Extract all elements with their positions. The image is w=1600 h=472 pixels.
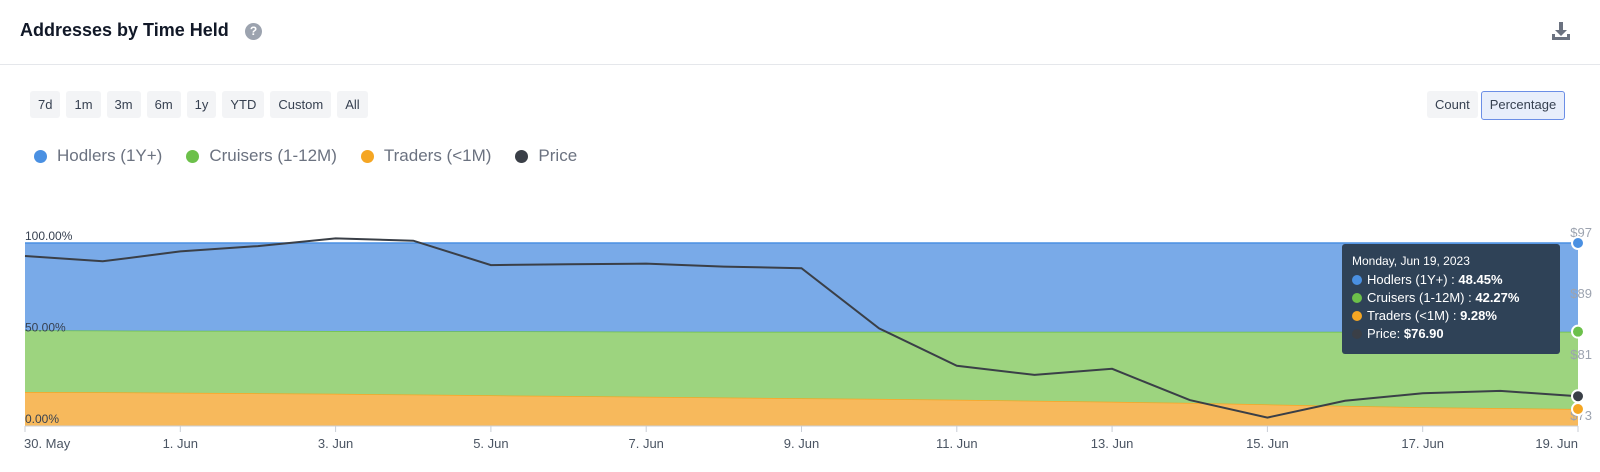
legend-label: Price xyxy=(538,146,578,165)
time-range-selector: 7d 1m 3m 6m 1y YTD Custom All xyxy=(30,91,368,118)
x-tick-label: 30. May xyxy=(24,436,71,451)
mode-selector: Count Percentage xyxy=(1427,91,1566,120)
y-tick-label: 100.00% xyxy=(25,229,73,243)
x-tick-label: 1. Jun xyxy=(163,436,198,451)
range-button-3m[interactable]: 3m xyxy=(106,91,141,118)
range-button-1y[interactable]: 1y xyxy=(186,91,217,118)
tooltip-value: 9.28% xyxy=(1460,308,1497,323)
x-tick-label: 5. Jun xyxy=(473,436,508,451)
legend-label: Cruisers (1-12M) xyxy=(209,146,337,165)
tooltip-dot xyxy=(1352,292,1362,303)
tooltip-row-cruisers: Cruisers (1-12M) : 42.27% xyxy=(1352,290,1550,305)
tooltip-value: $76.90 xyxy=(1403,326,1444,341)
legend-item-cruisers[interactable]: Cruisers (1-12M) xyxy=(186,146,337,166)
tooltip-value: 48.45% xyxy=(1458,272,1503,287)
download-icon[interactable] xyxy=(1550,20,1572,42)
tooltip-row-hodlers: Hodlers (1Y+) : 48.45% xyxy=(1352,272,1550,287)
hover-marker xyxy=(1571,236,1585,250)
tooltip-dot xyxy=(1352,328,1362,339)
legend-label: Hodlers (1Y+) xyxy=(57,146,163,165)
area-hodlers-1y xyxy=(25,243,1578,332)
tooltip-label: Hodlers (1Y+) xyxy=(1367,272,1448,287)
range-button-ytd[interactable]: YTD xyxy=(222,91,265,118)
legend-dot xyxy=(34,149,47,163)
legend-item-price[interactable]: Price xyxy=(515,146,577,166)
x-tick-label: 19. Jun xyxy=(1535,436,1578,451)
x-tick-label: 7. Jun xyxy=(628,436,663,451)
tooltip-date: Monday, Jun 19, 2023 xyxy=(1352,254,1470,268)
x-tick-label: 11. Jun xyxy=(936,436,978,451)
tooltip-value: 42.27% xyxy=(1475,290,1520,305)
question-circle-icon[interactable]: ? xyxy=(245,23,262,40)
hover-marker xyxy=(1571,402,1585,417)
legend-item-hodlers[interactable]: Hodlers (1Y+) xyxy=(34,146,162,166)
tooltip-row-traders: Traders (<1M) : 9.28% xyxy=(1352,308,1550,323)
legend-dot xyxy=(515,149,529,163)
x-tick-label: 15. Jun xyxy=(1246,436,1289,451)
range-button-1m[interactable]: 1m xyxy=(66,91,101,118)
hover-marker-price xyxy=(1571,389,1585,404)
tooltip-label: Traders (<1M) xyxy=(1367,308,1450,323)
area-cruisers-1-12m xyxy=(25,330,1578,409)
range-button-custom[interactable]: Custom xyxy=(270,91,332,118)
legend-label: Traders (<1M) xyxy=(383,146,492,165)
right-axis-label: $81 xyxy=(1570,347,1592,362)
x-tick-label: 3. Jun xyxy=(318,436,353,451)
percentage-button[interactable]: Percentage xyxy=(1480,91,1566,120)
tooltip-row-price: Price: $76.90 xyxy=(1352,326,1550,341)
right-axis-label: $89 xyxy=(1570,286,1592,301)
hover-marker xyxy=(1571,324,1585,339)
chart-tooltip: Monday, Jun 19, 2023 Hodlers (1Y+) : 48.… xyxy=(1342,244,1560,354)
tooltip-dot xyxy=(1352,274,1362,285)
x-tick-label: 9. Jun xyxy=(784,436,819,451)
y-tick-label: 50.00% xyxy=(25,321,66,335)
range-button-7d[interactable]: 7d xyxy=(30,91,61,118)
tooltip-label: Price: xyxy=(1367,326,1401,341)
legend-dot xyxy=(360,149,374,163)
chart-legend: Hodlers (1Y+) Cruisers (1-12M) Traders (… xyxy=(34,146,601,166)
count-button[interactable]: Count xyxy=(1427,91,1478,118)
x-tick-label: 17. Jun xyxy=(1401,436,1444,451)
page-title: Addresses by Time Held xyxy=(20,20,229,40)
card-header: Addresses by Time Held ? xyxy=(0,0,1600,65)
legend-dot xyxy=(186,149,200,163)
y-tick-label: 0.00% xyxy=(25,412,59,426)
area-traders-1m xyxy=(25,392,1578,426)
legend-item-traders[interactable]: Traders (<1M) xyxy=(360,146,492,166)
range-button-all[interactable]: All xyxy=(337,91,368,118)
range-button-6m[interactable]: 6m xyxy=(146,91,181,118)
tooltip-label: Cruisers (1-12M) xyxy=(1367,290,1465,305)
tooltip-dot xyxy=(1352,310,1362,321)
right-axis-label: $97 xyxy=(1570,225,1592,240)
price-line xyxy=(24,237,1579,419)
x-tick-label: 13. Jun xyxy=(1091,436,1134,451)
